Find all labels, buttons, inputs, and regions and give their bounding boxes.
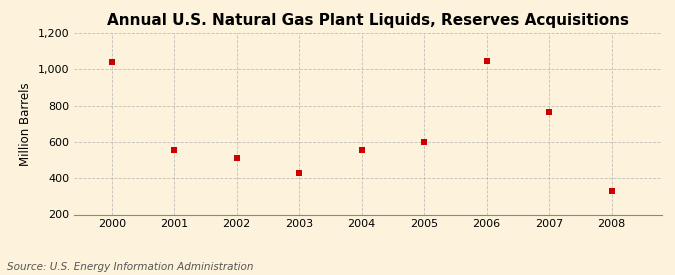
Y-axis label: Million Barrels: Million Barrels xyxy=(19,82,32,166)
Point xyxy=(418,140,429,144)
Point xyxy=(169,148,180,152)
Point xyxy=(294,170,304,175)
Point xyxy=(232,156,242,160)
Point xyxy=(356,148,367,152)
Point xyxy=(543,110,554,114)
Point xyxy=(606,189,617,193)
Title: Annual U.S. Natural Gas Plant Liquids, Reserves Acquisitions: Annual U.S. Natural Gas Plant Liquids, R… xyxy=(107,13,629,28)
Point xyxy=(107,60,117,64)
Point xyxy=(481,59,492,63)
Text: Source: U.S. Energy Information Administration: Source: U.S. Energy Information Administ… xyxy=(7,262,253,272)
